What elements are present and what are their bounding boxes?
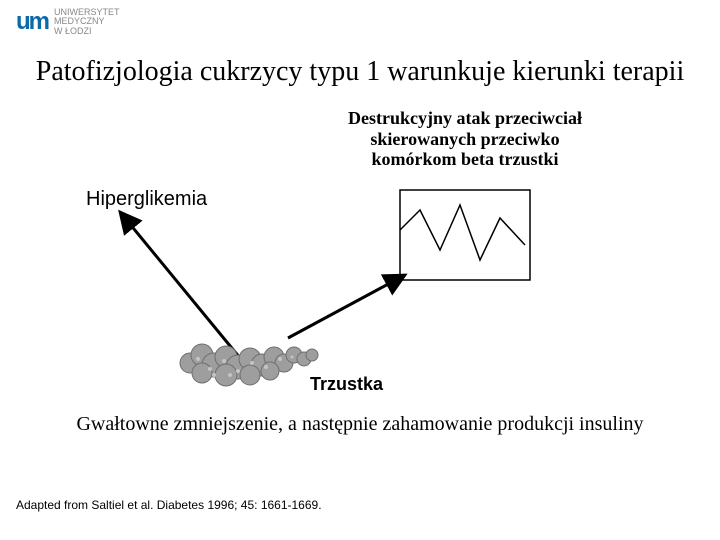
arrow-to-hiperglikemia [120, 212, 240, 358]
pancreas-icon [180, 344, 318, 386]
arrow-to-attack-box [288, 275, 405, 338]
hiperglikemia-label: Hiperglikemia [86, 188, 207, 211]
logo-text: UNIWERSYTET MEDYCZNY W ŁODZI [54, 8, 120, 36]
logo-mark: um [16, 8, 48, 36]
citation-text: Adapted from Saltiel et al. Diabetes 199… [16, 498, 322, 512]
attack-label: Destrukcyjny atak przeciwciał skierowany… [335, 108, 595, 170]
slide-root: um UNIWERSYTET MEDYCZNY W ŁODZI Patofizj… [0, 0, 720, 540]
attack-box [400, 190, 530, 280]
pancreas-label: Trzustka [310, 374, 383, 395]
bottom-text: Gwałtowne zmniejszenie, a następnie zaha… [0, 412, 720, 436]
university-logo: um UNIWERSYTET MEDYCZNY W ŁODZI [16, 8, 120, 36]
logo-line3: W ŁODZI [54, 26, 92, 36]
slide-title: Patofizjologia cukrzycy typu 1 warunkuje… [0, 56, 720, 88]
